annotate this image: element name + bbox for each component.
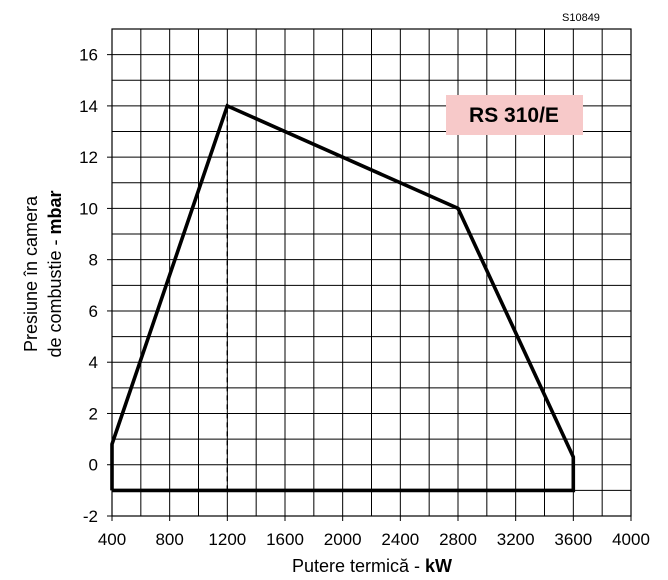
- x-axis-unit: kW: [425, 556, 452, 576]
- y-tick-label: 16: [79, 46, 98, 65]
- y-axis-unit: mbar: [45, 190, 65, 234]
- tick-labels: 400 800 1200 1600 2000 2400 2800 3200 3600 4000 -2…: [79, 46, 650, 549]
- y-tick-label: 6: [89, 302, 98, 321]
- y-tick-label: 2: [89, 404, 98, 423]
- y-tick-label: 14: [79, 97, 98, 116]
- y-tick-label: 0: [89, 456, 98, 475]
- x-axis-label: Putere termică - kW: [292, 556, 452, 576]
- figure-code: S10849: [562, 12, 600, 24]
- x-tick-label: 1600: [266, 530, 304, 549]
- x-tick-label: 4000: [612, 530, 650, 549]
- x-tick-label: 1200: [208, 530, 246, 549]
- model-label-box: [446, 95, 583, 135]
- y-tick-label: 10: [79, 199, 98, 218]
- model-label: RS 310/E: [469, 104, 559, 127]
- x-tick-label: 2000: [324, 530, 362, 549]
- series-working-field: [110, 103, 576, 493]
- x-tick-label: 2800: [439, 530, 477, 549]
- x-tick-label: 2400: [381, 530, 419, 549]
- y-tick-label: -2: [83, 507, 98, 526]
- y-axis-label-line2: de combustie - mbar: [45, 190, 65, 357]
- y-axis-label-text: de combustie -: [45, 234, 65, 357]
- y-tick-label: 12: [79, 148, 98, 167]
- x-tick-label: 400: [98, 530, 126, 549]
- x-axis-label-text: Putere termică -: [292, 556, 425, 576]
- y-axis-label-line1: Presiune în camera: [21, 195, 41, 352]
- x-tick-label: 3200: [497, 530, 535, 549]
- x-tick-label: 3600: [554, 530, 592, 549]
- y-tick-label: 8: [89, 251, 98, 270]
- plot-frame: [111, 28, 632, 517]
- y-tick-label: 4: [89, 353, 98, 372]
- series-group: [110, 103, 576, 493]
- x-tick-label: 800: [155, 530, 183, 549]
